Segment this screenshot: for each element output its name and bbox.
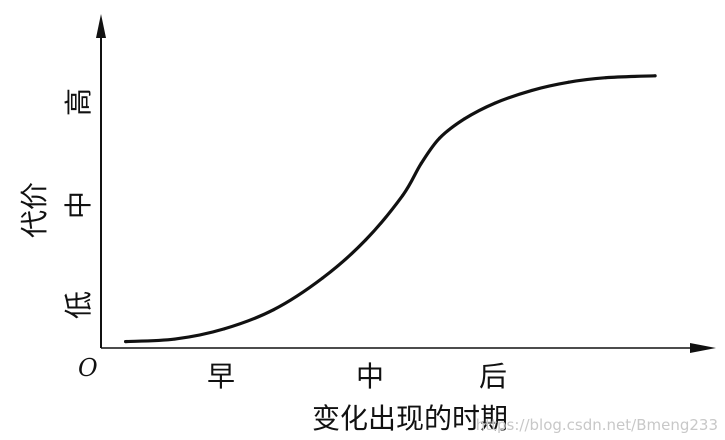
- curve-point: [364, 238, 368, 242]
- watermark: https://blog.csdn.net/Bmeng233: [476, 416, 718, 434]
- y-tick-label: 中: [62, 191, 95, 219]
- curve-point: [493, 101, 497, 105]
- y-tick-labels: 低中高: [62, 88, 95, 319]
- x-axis-arrow: [690, 343, 716, 353]
- origin-label: O: [78, 354, 98, 382]
- cost-curve-line: [124, 74, 657, 344]
- x-axis-label: 变化出现的时期: [312, 402, 508, 435]
- y-tick-label: 高: [62, 88, 95, 116]
- axes: [96, 14, 716, 353]
- curve-point: [530, 88, 534, 92]
- series-layer: [124, 74, 657, 344]
- x-tick-label: 中: [356, 360, 384, 393]
- x-tick-label: 后: [479, 360, 507, 393]
- y-axis-arrow: [96, 14, 106, 38]
- curve-point: [653, 74, 657, 78]
- x-tick-labels: 早中后: [207, 360, 507, 393]
- curve-point: [401, 193, 405, 197]
- curve-point: [321, 276, 325, 280]
- curve-point: [271, 308, 275, 312]
- curve-point: [462, 117, 466, 121]
- curve-point: [567, 80, 571, 84]
- curve-point: [438, 136, 442, 140]
- y-axis-label: 代价: [18, 182, 51, 238]
- curve-point: [124, 340, 128, 344]
- curve-point: [173, 337, 177, 341]
- curve-point: [222, 327, 226, 331]
- curve-point: [419, 162, 423, 166]
- y-tick-label: 低: [62, 291, 95, 319]
- curve-point: [604, 76, 608, 80]
- x-tick-label: 早: [207, 360, 235, 393]
